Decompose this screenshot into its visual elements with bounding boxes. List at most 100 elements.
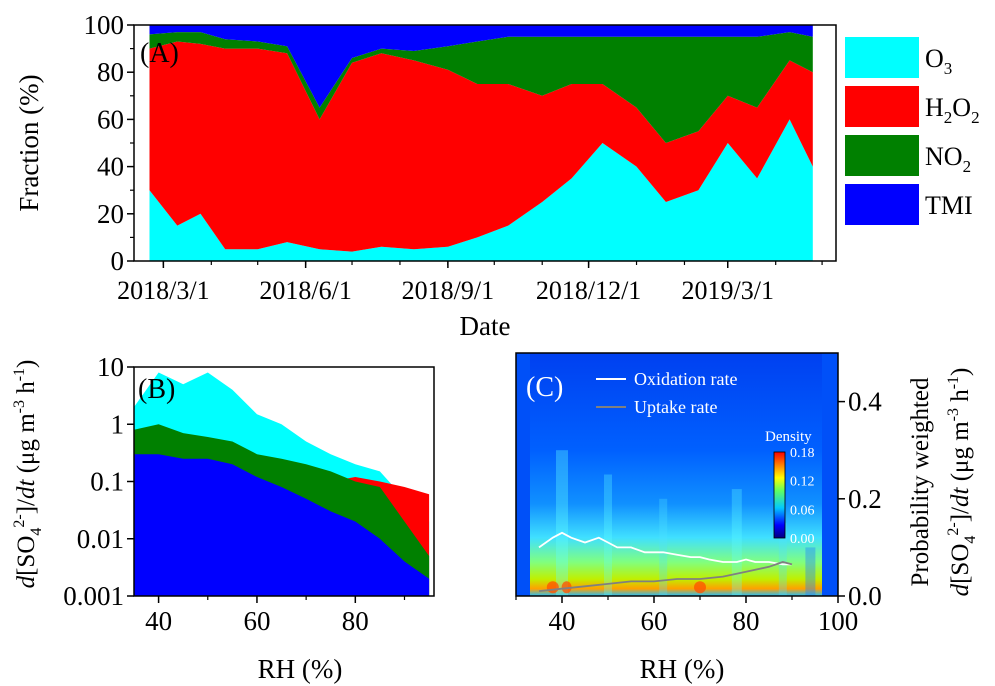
panel-c: 0.0 0.2 0.4 40 60 80 100 (C) RH (%) Probabili… — [515, 352, 979, 684]
heatmap-hotspot — [561, 581, 572, 594]
area-h2o2 — [149, 41, 813, 252]
panel-b-ylabel: d[SO42-]/dt (μg m-3 h-1) — [11, 360, 45, 589]
area-no2 — [149, 32, 813, 143]
x-tick-label: 40 — [145, 606, 172, 636]
ylabel-mid: ]/ — [13, 499, 40, 514]
panel-a-xlabel: Date — [460, 311, 511, 341]
ylabel-species: [SO — [13, 536, 40, 576]
panel-c-x-axis: 40 60 80 100 — [515, 596, 859, 636]
colorbar-title: Density — [765, 429, 812, 445]
y-tick-label: 60 — [97, 104, 124, 134]
heatmap-hotspot — [694, 581, 706, 594]
ylabel-unit: h — [947, 389, 974, 408]
legend-label-tmi: TMI — [925, 191, 973, 220]
panel-c-ylabel-title: Probability weighted — [907, 377, 934, 586]
line-uptake-rate — [538, 561, 793, 592]
y-tick-label: 100 — [84, 10, 125, 40]
colorbar-tick-label: 0.06 — [790, 503, 815, 518]
panel-c-y-axis: 0.0 0.2 0.4 — [838, 387, 882, 611]
ylabel-unit-sup: -3 — [945, 408, 962, 421]
heatmap-streak — [731, 489, 742, 596]
x-tick-label: 40 — [549, 606, 576, 636]
x-tick-label: 2018/3/1 — [117, 276, 209, 305]
x-tick-label: 2018/9/1 — [402, 276, 494, 305]
legend-label: Oxidation rate — [634, 369, 737, 389]
panel-b-x-axis: 40 60 80 — [145, 596, 406, 636]
legend-base: O — [925, 44, 944, 73]
ylabel-species: [SO — [947, 544, 974, 584]
ylabel-unit-sup: -1 — [11, 368, 28, 381]
ylabel-sub: 4 — [962, 536, 979, 544]
legend-label: Uptake rate — [634, 397, 717, 417]
panel-c-frame — [515, 352, 839, 597]
x-tick-label: 80 — [733, 606, 760, 636]
panel-b-xlabel: RH (%) — [258, 654, 343, 684]
ylabel-unit: ) — [947, 368, 974, 376]
x-tick-label: 80 — [342, 606, 369, 636]
y-tick-label: 1 — [111, 409, 125, 439]
y-tick-label: 0.0 — [848, 581, 882, 611]
colorbar-tick-label: 0.18 — [790, 446, 815, 461]
panel-b: 0.001 0.01 0.1 1 10 40 60 80 (B) RH (%) d[SO42… — [11, 352, 435, 684]
panel-c-xlabel: RH (%) — [640, 654, 725, 684]
panel-a-y-axis: 0 20 40 60 80 100 — [84, 10, 134, 276]
legend-sub: 2 — [944, 108, 953, 127]
ylabel-sub: 4 — [28, 528, 45, 536]
ylabel-dt: dt — [13, 478, 40, 499]
x-tick-label: 2018/6/1 — [259, 276, 351, 305]
panel-c-lines — [538, 531, 793, 592]
panel-a-x-axis: 2018/3/1 2018/6/1 2018/9/1 2018/12/1 2019/3/… — [117, 261, 823, 305]
heatmap-streak — [805, 547, 816, 596]
heatmap-density-band — [530, 353, 822, 596]
heatmap-streaks — [546, 450, 816, 596]
legend-swatch-h2o2 — [845, 86, 919, 127]
panel-c-ylabel: d[SO42-]/dt (μg m-3 h-1) — [945, 368, 979, 597]
ylabel-sup: 2- — [11, 514, 28, 527]
legend-base: H — [925, 93, 944, 122]
panel-b-plot-area — [134, 372, 430, 596]
x-tick-label: 60 — [641, 606, 668, 636]
heatmap-streak — [778, 523, 787, 596]
legend-swatch-o3 — [845, 37, 919, 78]
heatmap-hotspot — [546, 581, 559, 594]
x-tick-label: 60 — [243, 606, 270, 636]
legend-sub: 2 — [971, 108, 980, 127]
y-tick-label: 0.1 — [90, 467, 124, 497]
colorbar-bar — [773, 451, 786, 539]
heatmap-streak — [556, 450, 568, 596]
panel-a-ylabel: Fraction (%) — [14, 74, 44, 211]
ylabel-unit: ) — [13, 360, 40, 368]
heatmap-streak — [604, 474, 612, 596]
x-tick-label: 100 — [818, 606, 859, 636]
ylabel-unit-sup: -3 — [11, 400, 28, 413]
y-tick-label: 0 — [111, 246, 125, 276]
y-tick-label: 10 — [97, 352, 124, 382]
ylabel-d: d — [13, 575, 40, 588]
y-tick-label: 0.2 — [848, 484, 882, 514]
y-tick-label: 80 — [97, 57, 124, 87]
heatmap-streak — [659, 498, 668, 596]
legend-sub: 3 — [944, 59, 953, 78]
panel-c-plot-area — [516, 353, 838, 596]
y-tick-label: 0.01 — [77, 524, 124, 554]
legend-base: O — [952, 93, 971, 122]
panel-c-label: (C) — [526, 372, 563, 403]
legend-label-o3: O3 — [925, 44, 952, 78]
line-oxidation-rate — [538, 531, 792, 566]
legend-label-h2o2: H2O2 — [925, 93, 980, 127]
x-tick-label: 2019/3/1 — [682, 276, 774, 305]
panel-a-plot-area — [149, 25, 813, 261]
legend-swatch-tmi — [845, 184, 919, 225]
ylabel-dt: dt — [947, 486, 974, 507]
legend-sub: 2 — [963, 157, 972, 176]
panel-c-legend: Oxidation rate Uptake rate — [596, 369, 737, 417]
ylabel-unit: (μg m — [13, 413, 40, 480]
y-tick-label: 0.4 — [848, 387, 882, 417]
x-tick-label: 2018/12/1 — [536, 276, 641, 305]
area-o3 — [149, 119, 813, 261]
legend-label-no2: NO2 — [925, 142, 971, 176]
colorbar-tick-label: 0.00 — [790, 532, 815, 547]
ylabel-unit: h — [13, 381, 40, 400]
